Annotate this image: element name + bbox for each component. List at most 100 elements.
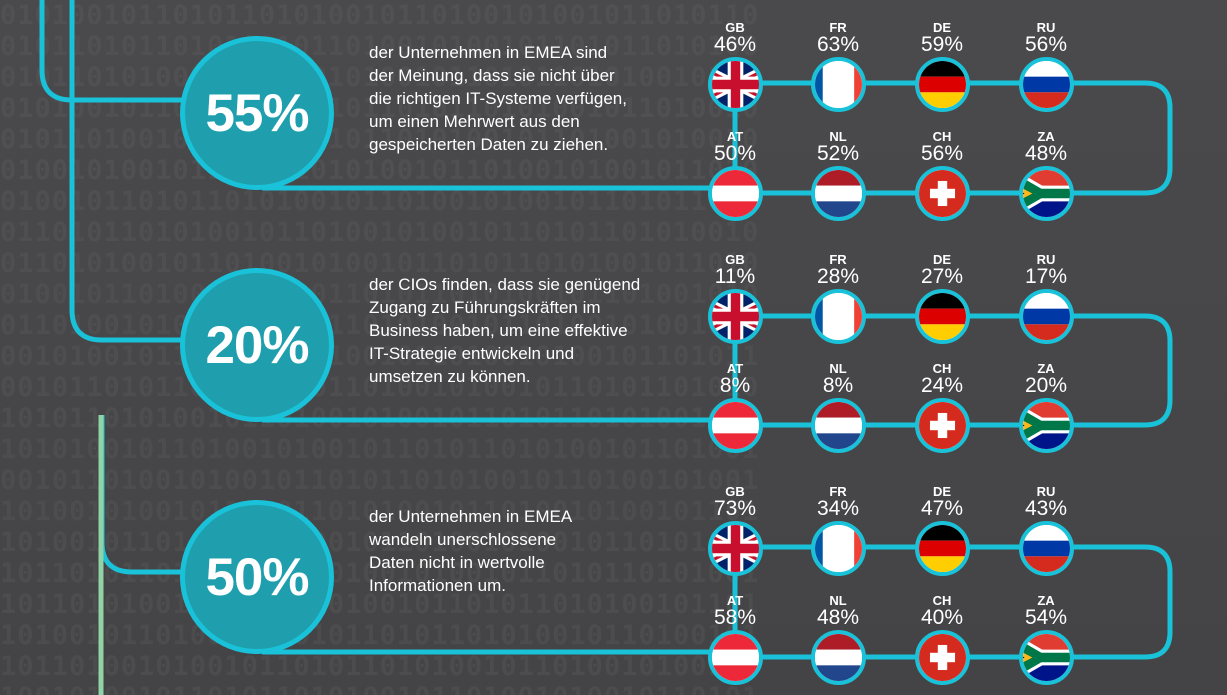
country-code: AT <box>726 129 744 144</box>
country-percentage: 73% <box>713 497 757 520</box>
country-percentage: 48% <box>816 606 860 629</box>
austria-flag <box>708 398 763 453</box>
description-line: die richtigen IT-Systeme verfügen, <box>369 89 627 108</box>
connector-bottom <box>99 415 190 575</box>
connector-top <box>39 0 190 103</box>
country-code: DE <box>932 20 952 35</box>
country-percentage: 20% <box>1024 374 1068 397</box>
south-africa-flag <box>1019 630 1074 685</box>
country-code: GB <box>725 252 745 267</box>
country-code: RU <box>1036 20 1056 35</box>
stat-circle: 20% <box>180 268 334 422</box>
country-percentage: 11% <box>714 265 756 288</box>
connector-mid <box>69 0 190 343</box>
country-code: AT <box>726 361 744 376</box>
france-flag <box>811 57 866 112</box>
description-line: IT-Strategie entwickeln und <box>369 344 575 363</box>
country-percentage: 40% <box>920 606 964 629</box>
country-code: FR <box>829 484 847 499</box>
description-line: wandeln unerschlossene <box>369 530 557 549</box>
description-line: der Unternehmen in EMEA sind <box>369 43 608 62</box>
country-percentage: 8% <box>719 374 751 397</box>
description-line: umsetzen zu können. <box>369 367 531 386</box>
uk-flag <box>708 289 763 344</box>
description-line: gespeicherten Daten zu ziehen. <box>369 135 609 154</box>
uk-flag <box>708 521 763 576</box>
description-line: der Unternehmen in EMEA <box>369 507 573 526</box>
country-percentage: 27% <box>920 265 964 288</box>
country-percentage: 28% <box>816 265 860 288</box>
country-percentage: 48% <box>1024 142 1068 165</box>
country-code: GB <box>725 484 745 499</box>
russia-flag <box>1019 289 1074 344</box>
stat-description: der CIOs finden, dass sie genügend Zugang… <box>369 273 689 388</box>
country-percentage: 56% <box>920 142 964 165</box>
country-percentage: 50% <box>713 142 757 165</box>
austria-flag <box>708 630 763 685</box>
france-flag <box>811 289 866 344</box>
russia-flag <box>1019 521 1074 576</box>
country-code: NL <box>829 129 847 144</box>
country-percentage: 47% <box>920 497 964 520</box>
country-code: FR <box>829 20 847 35</box>
netherlands-flag <box>811 630 866 685</box>
country-percentage: 58% <box>713 606 757 629</box>
stat-circle: 50% <box>180 500 334 654</box>
description-line: der CIOs finden, dass sie genügend <box>369 275 641 294</box>
row1-path <box>262 80 1173 196</box>
country-code: NL <box>829 593 847 608</box>
country-percentage: 8% <box>822 374 854 397</box>
france-flag <box>811 521 866 576</box>
description-line: Daten nicht in wertvolle <box>369 553 545 572</box>
country-percentage: 63% <box>816 33 860 56</box>
country-percentage: 59% <box>920 33 964 56</box>
switzerland-flag <box>915 630 970 685</box>
netherlands-flag <box>811 166 866 221</box>
uk-flag <box>708 57 763 112</box>
country-percentage: 17% <box>1024 265 1068 288</box>
country-code: RU <box>1036 484 1056 499</box>
description-line: Zugang zu Führungskräften im <box>369 298 601 317</box>
netherlands-flag <box>811 398 866 453</box>
country-percentage: 24% <box>920 374 964 397</box>
country-percentage: 56% <box>1024 33 1068 56</box>
description-line: der Meinung, dass sie nicht über <box>369 66 615 85</box>
country-percentage: 43% <box>1024 497 1068 520</box>
country-code: AT <box>726 593 744 608</box>
country-code: GB <box>725 20 745 35</box>
country-code: DE <box>932 252 952 267</box>
country-code: FR <box>829 252 847 267</box>
description-line: Informationen um. <box>369 576 507 595</box>
country-code: CH <box>932 361 952 376</box>
germany-flag <box>915 289 970 344</box>
country-code: ZA <box>1037 129 1055 144</box>
country-percentage: 52% <box>816 142 860 165</box>
switzerland-flag <box>915 166 970 221</box>
south-africa-flag <box>1019 166 1074 221</box>
germany-flag <box>915 57 970 112</box>
austria-flag <box>708 166 763 221</box>
country-code: ZA <box>1037 593 1055 608</box>
country-code: DE <box>932 484 952 499</box>
germany-flag <box>915 521 970 576</box>
row3-path <box>262 544 1173 660</box>
country-code: CH <box>932 129 952 144</box>
country-percentage: 54% <box>1024 606 1068 629</box>
description-line: um einen Mehrwert aus den <box>369 112 580 131</box>
row2-path <box>262 313 1173 428</box>
country-code: NL <box>829 361 847 376</box>
country-code: RU <box>1036 252 1056 267</box>
stat-description: der Unternehmen in EMEA wandeln unerschlo… <box>369 505 689 597</box>
description-line: Business haben, um eine effektive <box>369 321 628 340</box>
country-code: CH <box>932 593 952 608</box>
stat-circle: 55% <box>180 36 334 190</box>
stat-description: der Unternehmen in EMEA sind der Meinung,… <box>369 41 689 156</box>
country-percentage: 34% <box>816 497 860 520</box>
switzerland-flag <box>915 398 970 453</box>
country-percentage: 46% <box>713 33 757 56</box>
south-africa-flag <box>1019 398 1074 453</box>
russia-flag <box>1019 57 1074 112</box>
country-code: ZA <box>1037 361 1055 376</box>
